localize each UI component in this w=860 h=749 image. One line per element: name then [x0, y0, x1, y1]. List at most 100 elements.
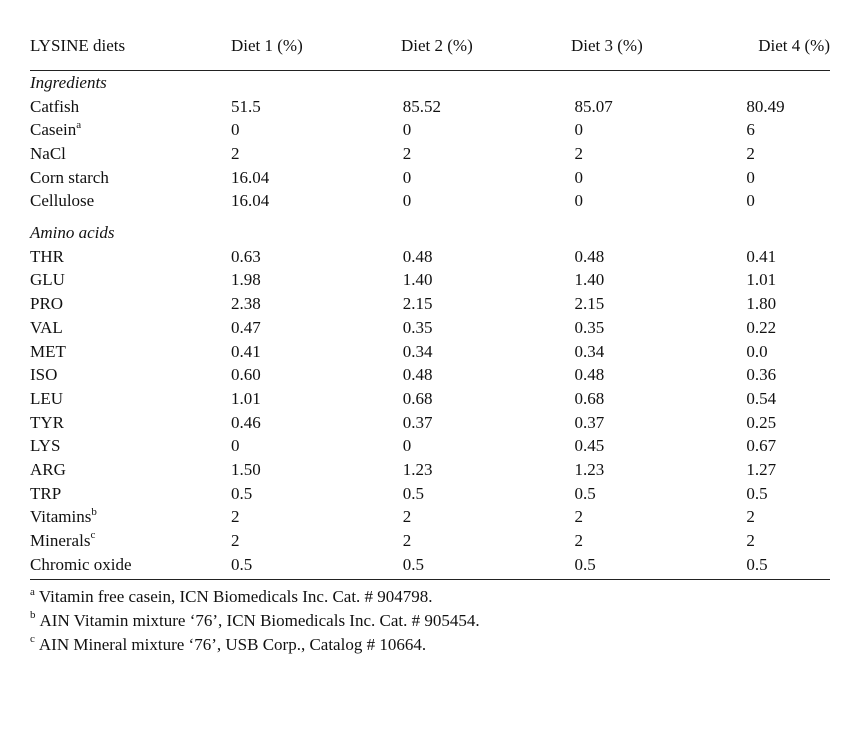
- footnote-text: AIN Mineral mixture ‘76’, USB Corp., Cat…: [38, 634, 427, 654]
- section-title-amino-acids: Amino acids: [30, 221, 830, 245]
- diet-3-value: 0.37: [574, 412, 605, 432]
- table-row: ISO 0.60 0.48 0.48 0.36: [30, 363, 830, 387]
- table-row: NaCl 2 2 2 2: [30, 142, 830, 166]
- row-label: Catfish: [30, 95, 219, 119]
- table-row: GLU 1.98 1.40 1.40 1.01: [30, 269, 830, 293]
- footnotes: a Vitamin free casein, ICN Biomedicals In…: [30, 585, 830, 656]
- row-label-text: VAL: [30, 317, 63, 337]
- diet-4-value: 0: [746, 191, 755, 211]
- diet-4-value: 0.54: [746, 388, 777, 408]
- diet-1-value: 0.63: [230, 246, 261, 266]
- diet-4-value: 2: [746, 144, 755, 164]
- diet-3-value: 1.23: [574, 459, 605, 479]
- diet-2-value: 0: [402, 167, 412, 187]
- diet-4-value: 0.36: [746, 365, 777, 385]
- diet-4-value: 1.80: [746, 294, 777, 314]
- diet-3-value: 0.48: [574, 246, 605, 266]
- header-diet-1: Diet 1 (%): [231, 36, 303, 55]
- diet-3-value: 0.48: [574, 365, 605, 385]
- table-row: Vitaminsb 2 2 2 2: [30, 505, 830, 529]
- diet-1-value: 1.98: [230, 270, 261, 290]
- diet-1-value: 0.60: [230, 365, 261, 385]
- diet-3-value: 0.5: [574, 483, 596, 503]
- row-label: ARG: [30, 458, 219, 482]
- row-label: TRP: [30, 482, 219, 506]
- diet-1-value: 0: [230, 120, 240, 140]
- row-label-text: Cellulose: [30, 191, 95, 211]
- diet-4-value: 0: [746, 167, 755, 187]
- header-diet-2: Diet 2 (%): [401, 36, 473, 55]
- diet-3-value: 0.5: [574, 554, 596, 574]
- row-label: MET: [30, 340, 219, 364]
- diet-2-value: 0.68: [402, 388, 433, 408]
- footnote-mark: c: [30, 633, 35, 646]
- section-amino-acids-label: Amino acids: [30, 223, 115, 243]
- diet-2-value: 2: [402, 144, 412, 164]
- diet-2-value: 0.48: [402, 365, 433, 385]
- footnote-mark: b: [30, 609, 36, 622]
- diet-3-value: 0: [574, 191, 584, 211]
- diet-2-value: 2: [402, 507, 412, 527]
- diet-2-value: 2.15: [402, 294, 433, 314]
- section-title-ingredients: Ingredients: [30, 71, 830, 95]
- diet-1-value: 2: [230, 531, 240, 551]
- diet-1-value: 2: [230, 507, 240, 527]
- diet-1-value: 16.04: [230, 191, 270, 211]
- diet-2-value: 1.40: [402, 270, 433, 290]
- diet-1-value: 1.50: [230, 459, 261, 479]
- diet-4-value: 1.27: [746, 459, 777, 479]
- diet-1-value: 0.47: [230, 317, 261, 337]
- row-label: PRO: [30, 292, 219, 316]
- diet-4-value: 0.5: [746, 554, 768, 574]
- diet-1-value: 51.5: [230, 96, 261, 116]
- table-row: Corn starch 16.04 0 0 0: [30, 166, 830, 190]
- row-label-text: Minerals: [30, 531, 91, 551]
- row-label: NaCl: [30, 142, 219, 166]
- diet-1-value: 0.46: [230, 412, 261, 432]
- row-label-text: TRP: [30, 483, 62, 503]
- table-row: THR 0.63 0.48 0.48 0.41: [30, 245, 830, 269]
- diet-2-value: 1.23: [402, 459, 433, 479]
- row-label: GLU: [30, 268, 219, 292]
- diet-3-value: 1.40: [574, 270, 605, 290]
- diet-2-value: 2: [402, 531, 412, 551]
- footnote-marker: c: [90, 529, 96, 542]
- diet-3-value: 2: [574, 144, 584, 164]
- diet-1-value: 0.41: [230, 341, 261, 361]
- diet-3-value: 85.07: [574, 96, 613, 116]
- row-label: LYS: [30, 434, 219, 458]
- diet-4-value: 0.5: [746, 483, 768, 503]
- footnote-b: b AIN Vitamin mixture ‘76’, ICN Biomedica…: [30, 609, 830, 633]
- row-label-text: ARG: [30, 459, 66, 479]
- header-rule: [30, 70, 830, 71]
- row-label: Vitaminsb: [30, 505, 219, 529]
- diet-4-value: 2: [746, 531, 755, 551]
- diet-3-value: 0.35: [574, 317, 605, 337]
- row-label: Mineralsc: [30, 529, 219, 553]
- diet-4-value: 0.25: [746, 412, 777, 432]
- diet-4-value: 0.41: [746, 246, 777, 266]
- header-diet-4: Diet 4 (%): [758, 36, 830, 55]
- diet-1-value: 0.5: [230, 483, 253, 503]
- diet-1-value: 0.5: [230, 554, 253, 574]
- diet-4-value: 6: [746, 120, 755, 140]
- footnote-text: Vitamin free casein, ICN Biomedicals Inc…: [38, 587, 433, 607]
- table-row: Cellulose 16.04 0 0 0: [30, 189, 830, 213]
- diet-3-value: 2: [574, 531, 584, 551]
- diet-2-value: 0.37: [402, 412, 433, 432]
- row-label-text: Corn starch: [30, 167, 109, 187]
- row-label: ISO: [30, 363, 219, 387]
- bottom-rule: [30, 579, 830, 581]
- row-label: VAL: [30, 316, 219, 340]
- diet-4-value: 0.0: [746, 341, 768, 361]
- table-row: PRO 2.38 2.15 2.15 1.80: [30, 292, 830, 316]
- diet-2-value: 0.48: [402, 246, 433, 266]
- diet-3-value: 0: [574, 120, 584, 140]
- diet-4-value: 80.49: [746, 96, 785, 116]
- row-label: Chromic oxide: [30, 553, 219, 577]
- footnote-text: AIN Vitamin mixture ‘76’, ICN Biomedical…: [39, 611, 480, 631]
- table-row: Caseina 0 0 0 6: [30, 118, 830, 142]
- diet-1-value: 2.38: [230, 294, 261, 314]
- table-row: MET 0.41 0.34 0.34 0.0: [30, 340, 830, 364]
- row-label-text: Casein: [30, 120, 77, 140]
